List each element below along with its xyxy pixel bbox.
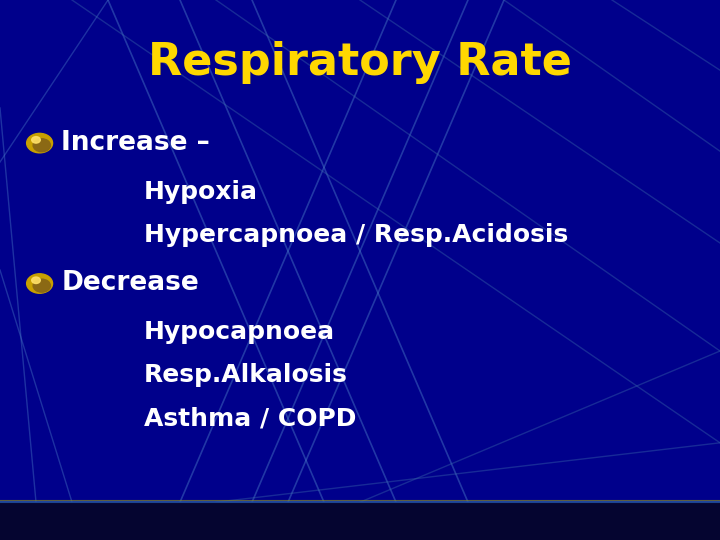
Text: Respiratory Rate: Respiratory Rate <box>148 40 572 84</box>
Circle shape <box>32 277 40 284</box>
Circle shape <box>32 137 40 143</box>
Text: Hypercapnoea / Resp.Acidosis: Hypercapnoea / Resp.Acidosis <box>144 223 568 247</box>
Text: Hypoxia: Hypoxia <box>144 180 258 204</box>
Circle shape <box>27 133 53 153</box>
Text: Decrease: Decrease <box>61 271 199 296</box>
Text: Asthma / COPD: Asthma / COPD <box>144 407 356 430</box>
Circle shape <box>33 279 50 292</box>
Text: Increase –: Increase – <box>61 130 210 156</box>
Circle shape <box>33 139 50 152</box>
Text: Hypocapnoea: Hypocapnoea <box>144 320 335 344</box>
Bar <box>0 502 720 540</box>
Circle shape <box>27 274 53 293</box>
Text: Resp.Alkalosis: Resp.Alkalosis <box>144 363 348 387</box>
